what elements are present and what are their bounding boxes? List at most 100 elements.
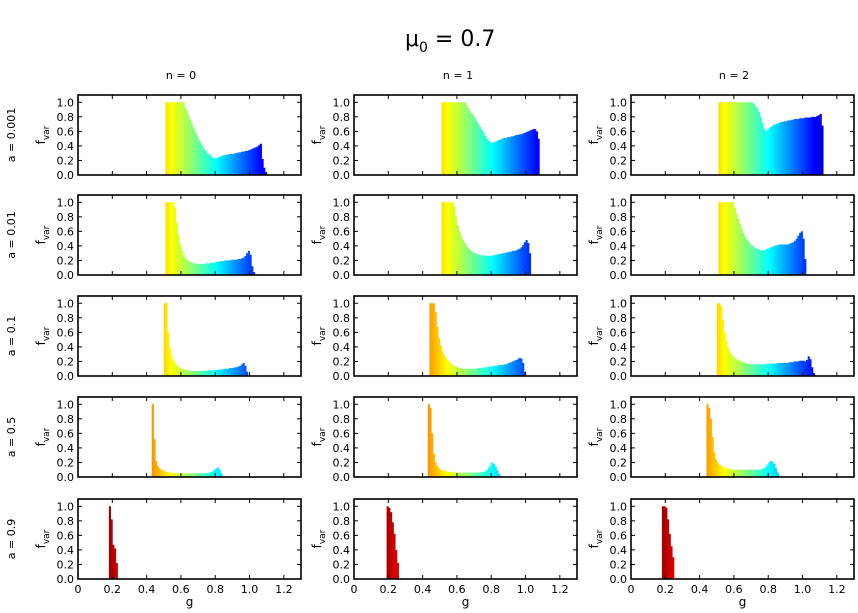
y-axis-label-sub: var bbox=[42, 125, 52, 140]
histogram-bar bbox=[733, 208, 737, 275]
histogram-bar bbox=[467, 472, 470, 477]
histogram-bar bbox=[460, 368, 463, 376]
histogram-bar bbox=[213, 370, 216, 376]
histogram-bar bbox=[211, 370, 214, 376]
x-tick-label: 0 bbox=[75, 583, 82, 596]
y-axis-label-main: f bbox=[310, 441, 324, 446]
histogram-bar bbox=[196, 370, 199, 376]
column-title-n0: n = 0 bbox=[166, 69, 196, 82]
histogram-bar bbox=[438, 338, 441, 376]
histogram-bar bbox=[477, 472, 480, 477]
histogram-bar bbox=[511, 251, 514, 275]
histogram-bar bbox=[153, 439, 156, 477]
histogram-bar bbox=[165, 303, 168, 376]
histogram-bar bbox=[222, 261, 225, 275]
y-tick-label: 0.2 bbox=[333, 456, 351, 469]
histogram-bar bbox=[210, 370, 213, 376]
panel-frame bbox=[630, 194, 855, 276]
histogram-bar bbox=[759, 250, 762, 275]
histogram-bar bbox=[256, 146, 259, 175]
histogram-bar bbox=[215, 261, 218, 275]
histogram-bar bbox=[799, 360, 802, 376]
histogram-bar bbox=[489, 142, 492, 175]
y-axis-label: fvar bbox=[34, 529, 52, 548]
histogram-bar bbox=[506, 137, 509, 175]
histogram-bar bbox=[711, 437, 714, 477]
histogram-bar bbox=[167, 202, 170, 275]
histogram-bar bbox=[720, 202, 723, 275]
histogram-bar bbox=[739, 224, 742, 275]
histogram-bar bbox=[230, 259, 233, 275]
histogram-bar bbox=[182, 473, 185, 477]
y-tick-label: 0.0 bbox=[610, 471, 628, 484]
histogram-bar bbox=[783, 244, 786, 275]
histogram-bar bbox=[725, 102, 728, 175]
y-tick-label: 0.2 bbox=[610, 355, 628, 368]
histogram-bar bbox=[468, 368, 472, 376]
histogram-bar bbox=[723, 202, 726, 275]
histogram-bar bbox=[474, 368, 477, 376]
histogram-bar bbox=[800, 118, 803, 175]
histogram-bar bbox=[487, 140, 490, 175]
histogram-bar bbox=[264, 172, 268, 175]
y-tick-label: 0.6 bbox=[57, 427, 75, 440]
histogram-bar bbox=[771, 363, 774, 376]
histogram-bar bbox=[223, 368, 226, 376]
histogram-bar bbox=[727, 346, 730, 376]
histogram-bar bbox=[472, 368, 475, 376]
row-title: a = 0.5 bbox=[5, 417, 18, 457]
histogram-bar bbox=[515, 250, 518, 275]
y-tick-label: 0.6 bbox=[333, 225, 351, 238]
histogram-bar bbox=[203, 370, 206, 376]
y-tick-label: 0.4 bbox=[333, 240, 351, 253]
histogram-bar bbox=[174, 102, 177, 175]
histogram-bar bbox=[249, 254, 252, 275]
histogram-bar bbox=[506, 363, 509, 376]
histogram-bar bbox=[498, 253, 501, 275]
histogram-bar bbox=[783, 362, 786, 376]
histogram-bar bbox=[246, 371, 249, 376]
histogram-bar bbox=[227, 368, 230, 376]
y-tick-label: 0.4 bbox=[610, 140, 628, 153]
histogram-bar bbox=[756, 364, 759, 376]
histogram-bar bbox=[732, 356, 735, 376]
panel-r0-c1: 0.0 0.20.4 0.60.8 1.0 fvar bbox=[310, 94, 578, 182]
x-tick-label: 0.4 bbox=[691, 583, 709, 596]
histogram-bar bbox=[110, 519, 113, 579]
y-tick-label: 0.8 bbox=[610, 515, 628, 528]
histogram-bar bbox=[730, 469, 733, 477]
histogram-bar bbox=[439, 469, 442, 477]
histogram-bar bbox=[170, 355, 173, 376]
histogram-bar bbox=[218, 261, 221, 275]
histogram-bar bbox=[785, 362, 788, 376]
histogram-bar bbox=[728, 351, 731, 376]
histogram-bar bbox=[764, 466, 767, 477]
histogram-bar bbox=[475, 368, 478, 376]
histogram-bar bbox=[768, 128, 771, 175]
histogram-bar bbox=[504, 252, 508, 275]
histogram-bar bbox=[441, 470, 444, 477]
y-axis-label-main: f bbox=[310, 340, 324, 345]
histogram-bar bbox=[745, 469, 749, 477]
histogram-bar bbox=[766, 363, 769, 376]
histogram-bar bbox=[206, 370, 209, 376]
histogram-bar bbox=[222, 155, 225, 175]
histogram-bar bbox=[771, 125, 774, 175]
histogram-bar bbox=[525, 132, 528, 175]
y-tick-label: 0.2 bbox=[57, 558, 75, 571]
histogram-bar bbox=[192, 263, 196, 275]
histogram-bar bbox=[496, 140, 499, 175]
histogram-bar bbox=[479, 368, 482, 376]
histogram-bar bbox=[222, 369, 225, 376]
x-tick-label: 1.2 bbox=[828, 583, 846, 596]
histogram-bar bbox=[179, 368, 182, 376]
histogram-bar bbox=[802, 360, 805, 376]
histogram-bar bbox=[778, 122, 781, 175]
row-title: a = 0.9 bbox=[5, 519, 18, 559]
histogram-bar bbox=[787, 120, 790, 175]
histogram-bar bbox=[451, 102, 454, 175]
histogram-bar bbox=[453, 102, 456, 175]
histogram-bar bbox=[764, 131, 767, 175]
histogram-bar bbox=[187, 261, 190, 275]
x-tick-label: 1.0 bbox=[241, 583, 259, 596]
